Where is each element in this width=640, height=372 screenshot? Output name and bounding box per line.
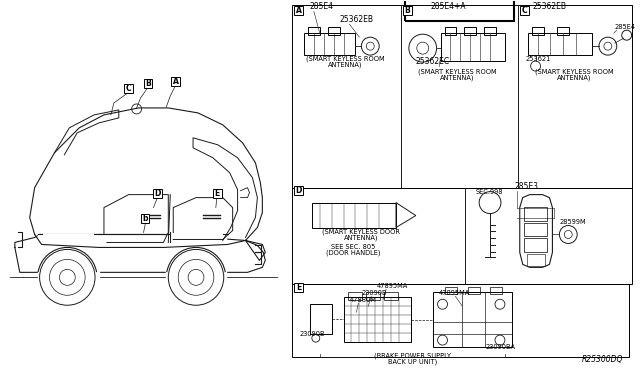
Text: 23090B: 23090B [362,290,387,296]
Text: ANTENNA): ANTENNA) [557,74,591,81]
Bar [445,287,458,294]
Text: A: A [173,77,179,86]
Text: ANTENNA): ANTENNA) [328,61,363,68]
Bar [154,189,163,198]
Bar [294,283,303,292]
Bar [524,238,547,253]
Bar [520,6,529,15]
Text: b: b [142,214,148,222]
Text: (SMART KEYLESS DOOR: (SMART KEYLESS DOOR [323,229,401,235]
Text: (BRAKE POWER SUPPLY: (BRAKE POWER SUPPLY [374,353,451,359]
Text: 253621: 253621 [525,56,551,62]
Bar [294,6,303,15]
Bar [524,206,547,221]
Bar [524,222,547,237]
Text: ANTENNA): ANTENNA) [440,74,475,81]
Bar [405,0,514,21]
Bar [366,292,380,300]
Bar [292,284,628,357]
Text: C: C [125,84,131,93]
Text: ANTENNA): ANTENNA) [344,235,379,241]
Bar [141,214,150,222]
Text: 285E3: 285E3 [515,182,539,190]
Text: BACK UP UNIT): BACK UP UNIT) [388,359,438,365]
Text: 25362EB: 25362EB [340,15,374,24]
Bar [172,77,180,86]
Text: 285E4: 285E4 [310,2,334,11]
Bar [312,203,396,228]
Bar [490,287,502,294]
Bar [304,33,355,55]
Text: 25362EC: 25362EC [416,57,450,66]
Text: D: D [295,186,301,195]
Bar [464,27,476,35]
Text: 28599M: 28599M [559,218,586,225]
Text: 23090B: 23090B [300,331,326,337]
Bar [403,6,412,15]
Bar [527,254,545,266]
Text: 47895MA: 47895MA [438,290,470,296]
Text: 47895MA: 47895MA [376,283,408,289]
Bar [484,27,496,35]
Text: 285E4+A: 285E4+A [431,2,467,11]
Text: D: D [155,189,161,198]
Text: (SMART KEYLESS ROOM: (SMART KEYLESS ROOM [418,68,497,75]
Bar [468,287,480,294]
Text: R25300DQ: R25300DQ [582,355,624,364]
Text: SEE SEC. 805: SEE SEC. 805 [332,244,376,250]
Text: 285E4: 285E4 [615,24,636,30]
Bar [445,27,456,35]
Text: C: C [522,6,527,15]
Bar [348,292,362,300]
Text: E: E [214,189,220,198]
Bar [557,27,569,35]
Text: B: B [145,79,151,88]
Bar [527,33,592,55]
Bar [328,27,340,35]
Text: B: B [404,6,410,15]
Bar [143,79,152,88]
Bar [384,292,398,300]
Bar [433,292,512,347]
Bar [310,304,332,334]
Bar [532,27,543,35]
Bar [308,27,320,35]
Bar [213,189,221,198]
Text: 47880M: 47880M [349,297,376,303]
Bar [440,33,505,61]
Text: A: A [296,6,301,15]
Bar [344,297,411,342]
Text: 25362EB: 25362EB [532,2,566,11]
Text: SEC.998: SEC.998 [475,189,502,195]
Bar [294,186,303,195]
Bar [292,5,632,187]
Bar [124,84,132,93]
Text: (DOOR HANDLE): (DOOR HANDLE) [326,250,381,256]
Text: 23090BA: 23090BA [485,344,515,350]
Text: (SMART KEYLESS ROOM: (SMART KEYLESS ROOM [306,55,385,62]
Text: E: E [296,283,301,292]
Bar [292,187,632,284]
Text: (SMART KEYLESS ROOM: (SMART KEYLESS ROOM [535,68,614,75]
